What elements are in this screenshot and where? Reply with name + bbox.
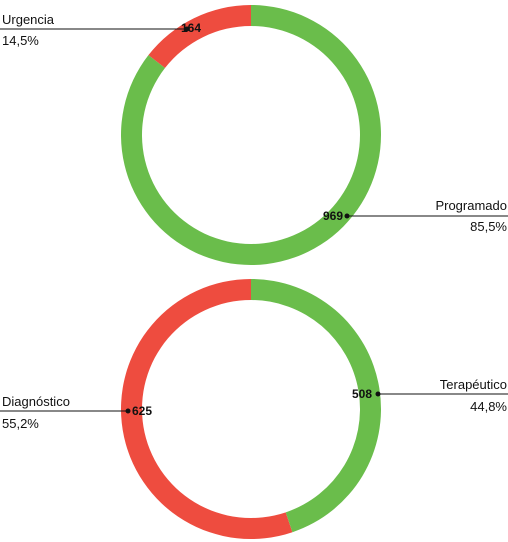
leader-dot [125, 408, 131, 414]
leader-dot [375, 391, 381, 397]
leader-dot [184, 26, 190, 32]
category-label: Programado [435, 198, 507, 213]
data-label: 625 [132, 404, 152, 418]
category-label: Diagnóstico [2, 394, 70, 409]
category-label: Urgencia [2, 12, 55, 27]
category-label: Terapéutico [440, 377, 507, 392]
percent-label: 85,5% [470, 219, 507, 234]
data-label: 164 [181, 21, 201, 35]
percent-label: 14,5% [2, 33, 39, 48]
percent-label: 44,8% [470, 399, 507, 414]
percent-label: 55,2% [2, 416, 39, 431]
donut-slice [251, 279, 381, 533]
donut-slice [148, 5, 251, 69]
data-label: 969 [323, 209, 343, 223]
data-label: 508 [352, 387, 372, 401]
leader-dot [344, 213, 350, 219]
